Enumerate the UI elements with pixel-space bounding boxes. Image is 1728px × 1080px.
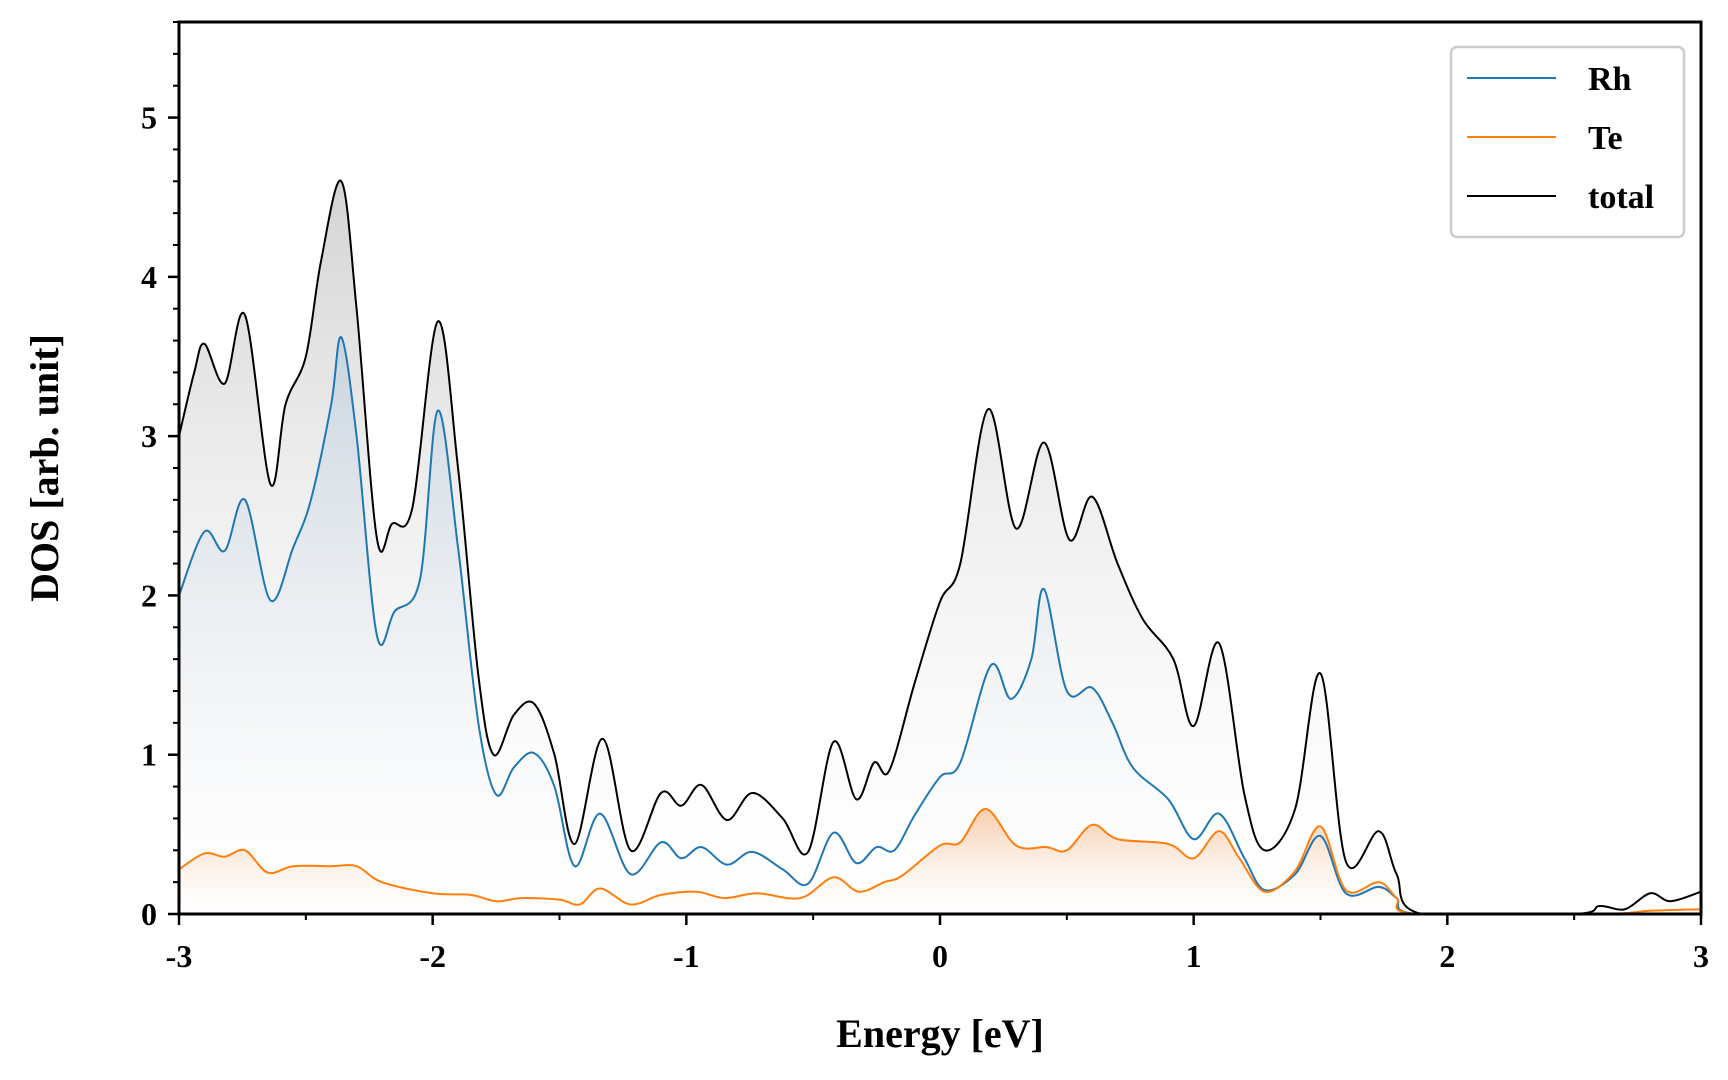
y-tick-label: 4 — [141, 259, 157, 295]
y-tick-label: 5 — [141, 100, 157, 136]
legend-label-te: Te — [1588, 120, 1623, 157]
y-axis: 0 1 2 3 4 5 — [141, 21, 179, 932]
series-line-rh — [179, 336, 1701, 914]
fill-area-total — [179, 180, 1701, 914]
fill-area-rh — [179, 336, 1701, 914]
y-tick-label: 1 — [141, 737, 157, 773]
y-tick-label: 3 — [141, 418, 157, 454]
series-fills — [179, 180, 1701, 914]
x-tick-label: -1 — [673, 938, 700, 974]
legend-box — [1449, 45, 1686, 239]
x-tick-label: 0 — [932, 938, 948, 974]
legend-label-rh: Rh — [1588, 61, 1632, 98]
series-line-total — [179, 179, 1701, 914]
y-tick-label: 0 — [141, 896, 157, 932]
series-line-te — [179, 807, 1701, 914]
series-lines — [179, 179, 1701, 914]
x-tick-label: -3 — [166, 938, 193, 974]
legend-label-total: total — [1588, 179, 1654, 216]
x-tick-label: 3 — [1693, 938, 1709, 974]
x-tick-label: 1 — [1186, 938, 1202, 974]
y-axis-title: DOS [arb. unit] — [22, 334, 67, 602]
x-tick-label: 2 — [1439, 938, 1455, 974]
legend: Rh Te total — [1449, 45, 1686, 239]
x-axis: -3 -2 -1 0 1 2 3 — [166, 914, 1709, 974]
y-tick-label: 2 — [141, 577, 157, 613]
x-tick-label: -2 — [419, 938, 446, 974]
x-axis-title: Energy [eV] — [836, 1011, 1044, 1056]
